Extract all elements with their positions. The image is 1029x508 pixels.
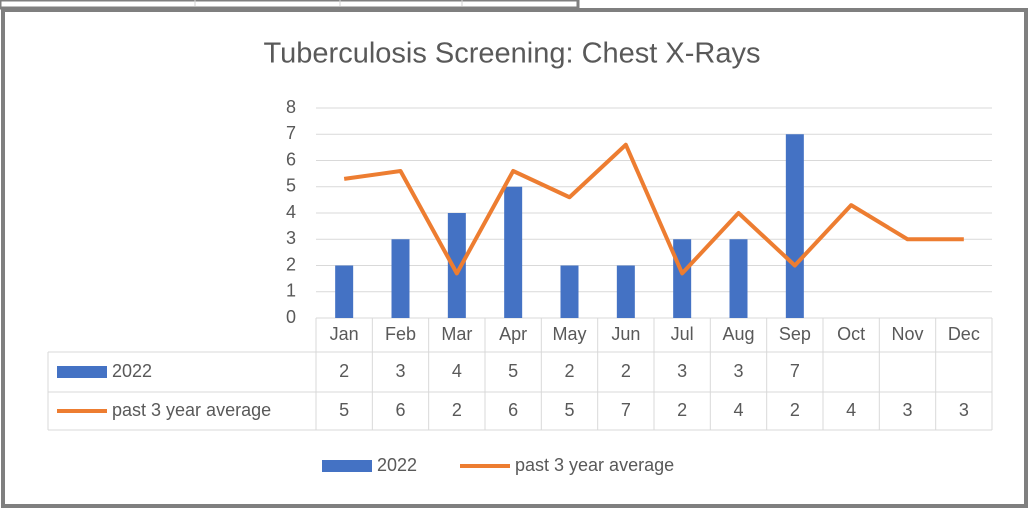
table-value: 2 (339, 361, 349, 381)
bar (616, 265, 635, 318)
table-value: 2 (790, 400, 800, 420)
x-tick-label: Apr (499, 324, 527, 344)
table-value: 2 (564, 361, 574, 381)
y-tick-label: 2 (286, 254, 296, 274)
table-series-name: 2022 (112, 361, 152, 381)
y-tick-label: 4 (286, 202, 296, 222)
y-tick-label: 7 (286, 123, 296, 143)
x-tick-label: Mar (441, 324, 472, 344)
table-value: 6 (508, 400, 518, 420)
table-value: 3 (395, 361, 405, 381)
table-value: 7 (621, 400, 631, 420)
y-tick-label: 0 (286, 307, 296, 327)
table-value: 4 (452, 361, 462, 381)
table-value: 3 (677, 361, 687, 381)
bar (785, 134, 804, 318)
table-value: 2 (621, 361, 631, 381)
y-tick-label: 5 (286, 176, 296, 196)
x-tick-label: Aug (722, 324, 754, 344)
table-series-name: past 3 year average (112, 400, 271, 420)
legend-key (322, 460, 372, 472)
table-legend-key (57, 366, 107, 378)
table-value: 6 (395, 400, 405, 420)
table-value: 2 (677, 400, 687, 420)
table-value: 4 (733, 400, 743, 420)
table-value: 7 (790, 361, 800, 381)
y-tick-label: 8 (286, 97, 296, 117)
legend-label: 2022 (377, 455, 417, 475)
bar (335, 265, 354, 318)
x-tick-label: Dec (948, 324, 980, 344)
table-value: 5 (508, 361, 518, 381)
sheet-fragment (0, 0, 580, 10)
x-tick-label: Feb (385, 324, 416, 344)
y-tick-label: 1 (286, 281, 296, 301)
y-tick-label: 3 (286, 228, 296, 248)
x-tick-label: May (552, 324, 586, 344)
table-value: 3 (902, 400, 912, 420)
x-tick-label: Sep (779, 324, 811, 344)
bar (560, 265, 579, 318)
x-tick-label: Oct (837, 324, 865, 344)
table-value: 5 (564, 400, 574, 420)
bar (391, 239, 410, 318)
line (343, 142, 964, 276)
x-tick-label: Jun (611, 324, 640, 344)
table-value: 4 (846, 400, 856, 420)
bar (673, 239, 692, 318)
chart-title: Tuberculosis Screening: Chest X-Rays (264, 38, 761, 70)
x-tick-label: Nov (891, 324, 923, 344)
bar (729, 239, 748, 318)
legend-label: past 3 year average (515, 455, 674, 475)
bar (447, 213, 466, 318)
table-value: 5 (339, 400, 349, 420)
x-tick-label: Jan (330, 324, 359, 344)
table-value: 2 (452, 400, 462, 420)
table-value: 3 (959, 400, 969, 420)
y-tick-label: 6 (286, 149, 296, 169)
x-tick-label: Jul (671, 324, 694, 344)
table-value: 3 (733, 361, 743, 381)
bar (504, 186, 523, 318)
